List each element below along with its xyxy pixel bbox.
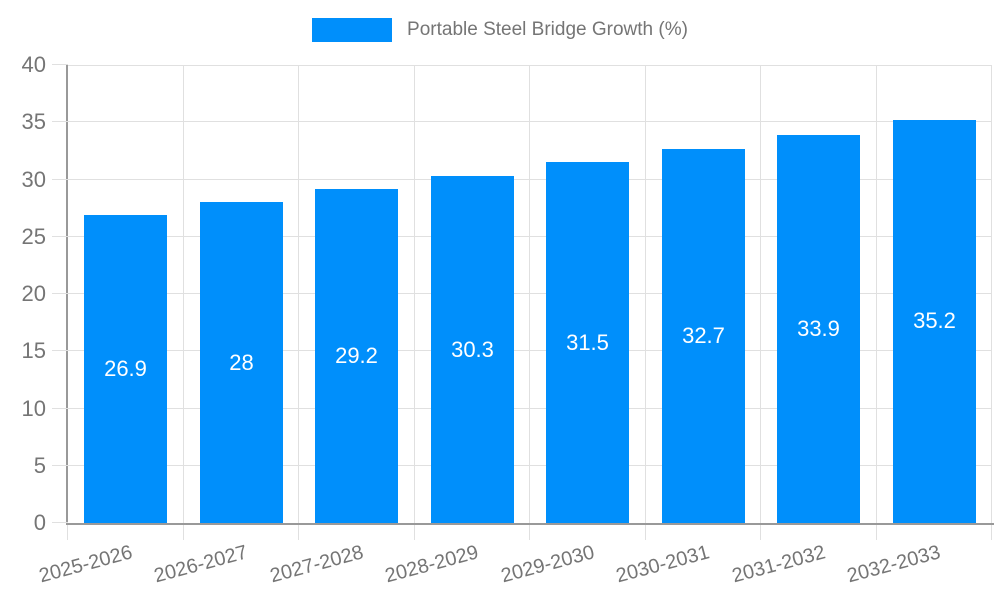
bar-value-label: 26.9 xyxy=(104,355,147,381)
legend-swatch-icon xyxy=(312,18,393,42)
v-gridline xyxy=(298,65,299,523)
plot-area: 26.9 28 29.2 30.3 31.5 32.7 33.9 35.2 xyxy=(66,65,994,525)
bar-value-label: 29.2 xyxy=(335,342,378,368)
h-gridline xyxy=(68,65,992,66)
bar[interactable] xyxy=(546,162,629,523)
y-axis-label: 20 xyxy=(21,281,46,306)
bar[interactable] xyxy=(84,214,167,523)
x-axis-tick xyxy=(183,525,184,540)
y-axis-tick xyxy=(52,350,68,352)
y-axis-label: 10 xyxy=(21,395,46,421)
y-axis-label: 35 xyxy=(21,109,46,135)
bar-value-label: 35.2 xyxy=(913,308,956,334)
y-axis-label: 30 xyxy=(21,166,46,192)
v-gridline xyxy=(183,65,184,523)
x-axis-line xyxy=(66,523,994,525)
h-gridline xyxy=(68,235,992,237)
y-axis-label: 25 xyxy=(21,223,46,249)
h-gridline xyxy=(68,121,992,123)
v-gridline xyxy=(991,65,992,523)
legend-label: Portable Steel Bridge Growth (%) xyxy=(407,19,688,40)
x-axis-tick xyxy=(529,525,530,540)
y-axis-tick xyxy=(52,464,68,466)
bar[interactable] xyxy=(662,148,745,523)
x-axis-tick xyxy=(645,525,646,540)
bar[interactable] xyxy=(200,202,283,523)
y-axis-tick xyxy=(52,293,68,294)
x-axis-tick xyxy=(991,525,992,540)
x-axis-tick xyxy=(876,525,877,540)
bar-value-label: 28 xyxy=(229,349,254,375)
bar-value-label: 32.7 xyxy=(682,322,725,348)
y-axis-label: 5 xyxy=(33,452,46,478)
bar[interactable] xyxy=(431,176,514,523)
h-gridline xyxy=(68,293,992,294)
v-gridline xyxy=(760,65,761,523)
y-axis-label: 40 xyxy=(21,52,46,77)
x-axis-tick xyxy=(414,525,415,540)
v-gridline xyxy=(645,65,646,523)
y-axis-tick xyxy=(52,235,68,237)
x-axis-tick xyxy=(760,525,761,540)
x-axis-tick xyxy=(298,525,299,540)
y-axis-tick xyxy=(52,178,68,180)
legend[interactable]: Portable Steel Bridge Growth (%) xyxy=(0,18,1000,42)
v-gridline xyxy=(529,65,530,523)
h-gridline xyxy=(68,178,992,180)
y-axis-tick xyxy=(52,121,68,123)
bar-value-label: 31.5 xyxy=(566,329,609,355)
y-axis-label: 15 xyxy=(21,338,46,364)
y-axis-tick xyxy=(52,522,68,523)
h-gridline xyxy=(68,407,992,409)
v-gridline xyxy=(414,65,415,523)
bar[interactable] xyxy=(315,188,398,523)
v-gridline xyxy=(876,65,877,523)
bar-value-label: 30.3 xyxy=(451,336,494,362)
y-axis-tick xyxy=(52,407,68,409)
x-axis-tick xyxy=(67,525,68,540)
bar[interactable] xyxy=(777,134,860,523)
bar-value-label: 33.9 xyxy=(797,315,840,341)
y-axis-line xyxy=(66,65,68,525)
bar[interactable] xyxy=(893,119,976,523)
h-gridline xyxy=(68,464,992,466)
y-axis-tick xyxy=(52,64,68,65)
y-axis-label: 0 xyxy=(33,510,46,535)
h-gridline xyxy=(68,350,992,352)
